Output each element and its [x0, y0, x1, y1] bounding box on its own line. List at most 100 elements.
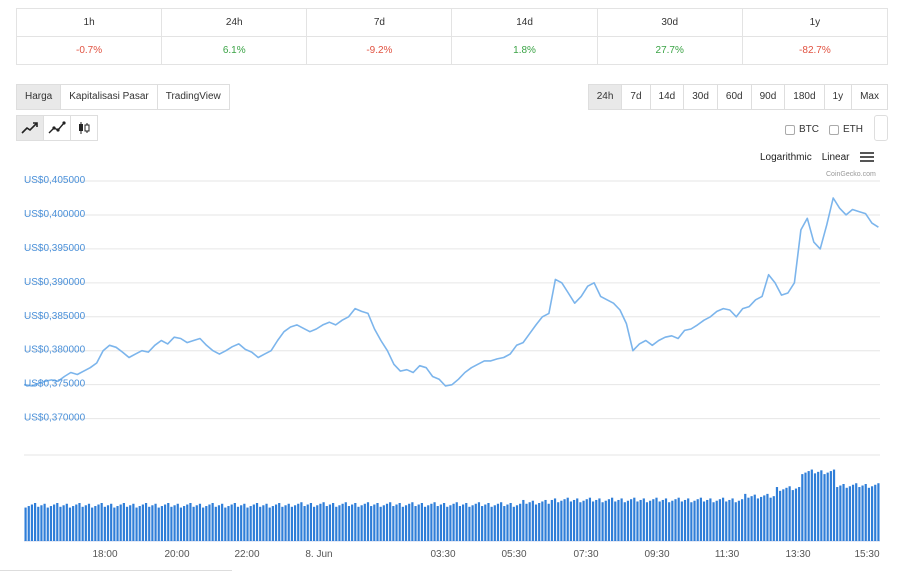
x-tick-label: 8. Jun	[305, 549, 332, 560]
volume-bar	[316, 505, 319, 541]
volume-bar	[446, 506, 449, 541]
volume-bar	[766, 493, 769, 541]
volume-bar	[826, 472, 829, 541]
menu-icon[interactable]	[859, 150, 874, 164]
volume-bar	[217, 505, 221, 541]
volume-bar	[519, 503, 522, 541]
volume-bar	[360, 505, 363, 541]
volume-bar	[224, 507, 227, 541]
volume-bar	[791, 490, 794, 541]
volume-bar	[582, 500, 585, 541]
volume-bar	[538, 503, 541, 541]
volume-bar	[59, 506, 62, 541]
volume-bar	[252, 504, 255, 541]
volume-bar	[734, 502, 737, 541]
compare-btc-label: BTC	[799, 124, 819, 135]
scale-logarithmic[interactable]: Logarithmic	[760, 151, 812, 163]
line-points-chart-button[interactable]	[43, 115, 71, 141]
volume-bar	[763, 495, 766, 541]
volume-bar	[572, 499, 576, 541]
volume-bar	[122, 503, 125, 541]
volume-bar	[829, 471, 832, 541]
candlestick-chart-button[interactable]	[70, 115, 98, 141]
volume-bar	[851, 484, 855, 541]
volume-bar	[867, 487, 871, 541]
volume-bar	[794, 488, 798, 541]
volume-bar	[335, 506, 338, 541]
volume-bar	[246, 507, 249, 541]
tab-tradingview[interactable]: TradingView	[156, 84, 230, 110]
volume-bar	[721, 497, 725, 541]
range-1y[interactable]: 1y	[823, 84, 853, 110]
volume-bar	[163, 504, 167, 541]
y-tick-label: US$0,395000	[24, 243, 86, 254]
range-180d[interactable]: 180d	[784, 84, 825, 110]
volume-bar	[531, 500, 534, 541]
volume-bar	[370, 506, 373, 541]
line-chart-button[interactable]	[16, 115, 44, 141]
volume-bar	[493, 505, 496, 541]
settings-toggle[interactable]	[874, 115, 888, 141]
volume-bar	[30, 504, 34, 541]
change-header-row: 1h 24h 7d 14d 30d 1y	[15, 8, 889, 37]
volume-bar	[484, 504, 487, 541]
volume-bar	[671, 500, 674, 541]
volume-bar	[775, 487, 779, 541]
volume-bar	[630, 499, 633, 541]
volume-bar	[392, 506, 395, 541]
volume-bar	[325, 506, 328, 541]
volume-bar	[103, 506, 106, 541]
volume-bar	[569, 501, 572, 541]
volume-bar	[110, 503, 113, 541]
candlestick-chart-icon	[79, 122, 90, 134]
volume-bar	[801, 474, 804, 541]
volume-bar	[427, 505, 430, 541]
tab-harga[interactable]: Harga	[16, 84, 62, 110]
volume-bar	[740, 499, 744, 541]
volume-bar	[341, 503, 344, 541]
volume-bar	[534, 504, 538, 541]
volume-bar	[24, 507, 27, 541]
volume-bar	[861, 485, 864, 541]
volume-bar	[753, 494, 756, 541]
range-90d[interactable]: 90d	[750, 84, 786, 110]
volume-bar	[265, 503, 268, 541]
range-24h[interactable]: 24h	[587, 84, 623, 110]
volume-bar	[652, 499, 655, 541]
volume-bar	[503, 506, 506, 541]
volume-bar	[601, 502, 604, 541]
volume-bar	[655, 497, 658, 541]
volume-bar	[62, 505, 65, 541]
volume-bar	[515, 505, 519, 541]
volume-bar	[645, 502, 649, 541]
volume-bar	[699, 497, 702, 541]
volume-bar	[823, 474, 826, 541]
volume-bar	[547, 503, 550, 541]
range-14d[interactable]: 14d	[649, 84, 685, 110]
volume-bar	[566, 497, 569, 541]
volume-bar	[607, 499, 611, 541]
scale-linear[interactable]: Linear	[821, 151, 850, 163]
volume-bar	[401, 506, 404, 541]
volume-bar	[259, 506, 262, 541]
eth-checkbox[interactable]	[829, 124, 839, 135]
compare-btc[interactable]: BTC	[785, 124, 819, 135]
compare-eth[interactable]: ETH	[829, 124, 863, 135]
volume-bar	[750, 496, 753, 541]
volume-bar	[214, 506, 217, 541]
volume-bar	[576, 498, 579, 541]
volume-bar	[785, 487, 788, 541]
volume-bar	[411, 502, 414, 541]
volume-bar	[810, 469, 813, 541]
change-value-1h: -0.7%	[15, 36, 163, 65]
range-max[interactable]: Max	[851, 84, 888, 110]
volume-bar	[813, 473, 817, 541]
volume-bar	[385, 503, 389, 541]
volume-bar	[481, 506, 484, 541]
volume-bar	[138, 506, 141, 541]
volume-bar	[674, 499, 677, 541]
btc-checkbox[interactable]	[785, 124, 795, 135]
bottom-divider	[0, 570, 232, 571]
chart-credit[interactable]: CoinGecko.com	[826, 171, 876, 178]
volume-bar	[760, 496, 763, 541]
